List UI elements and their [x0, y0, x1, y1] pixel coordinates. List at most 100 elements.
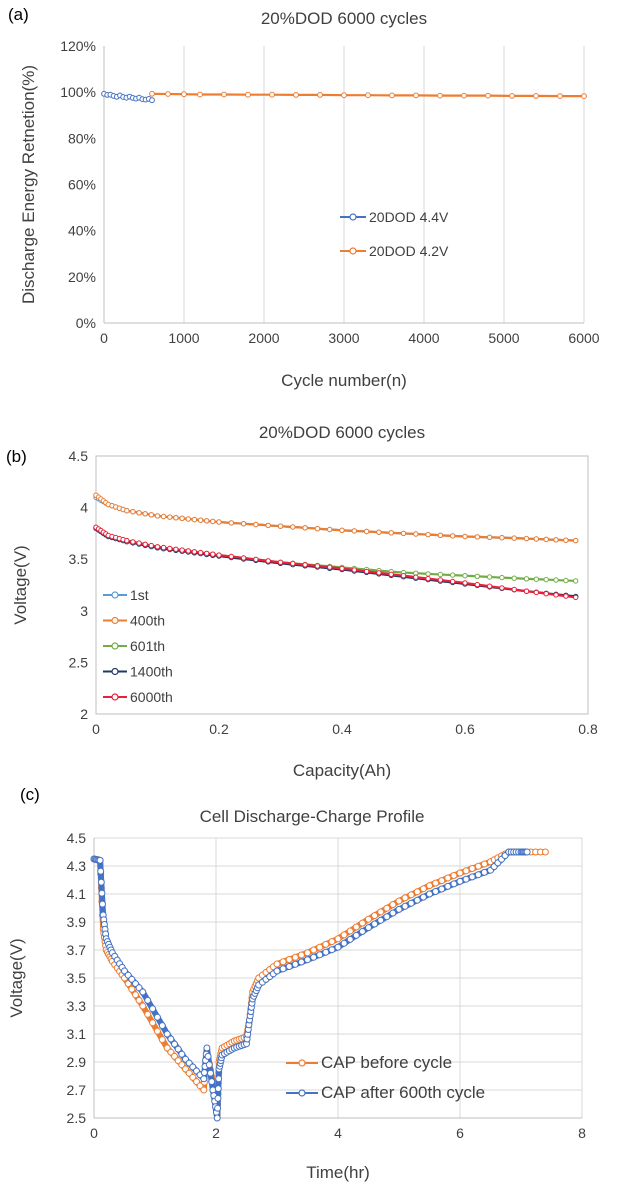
data-point	[149, 97, 155, 104]
data-point	[154, 513, 161, 519]
x-axis-label: Capacity(Ah)	[293, 761, 391, 780]
data-point	[352, 923, 360, 931]
data-point	[317, 92, 323, 98]
data-point	[204, 550, 210, 557]
legend-label: 20DOD 4.4V	[369, 209, 449, 225]
data-point	[413, 888, 421, 896]
data-point	[215, 1075, 223, 1083]
legend-label: 6000th	[130, 689, 173, 705]
data-point	[563, 593, 569, 599]
data-point	[358, 928, 366, 935]
data-point	[563, 577, 569, 584]
data-point	[419, 885, 427, 893]
data-point	[553, 537, 559, 543]
chart-panel-2: (b) 20%DOD 6000 cycles 0 0.2 0.4 0.6 0.8 2 2.5 3 3…	[6, 423, 598, 780]
data-point	[450, 578, 456, 585]
legend-swatch-marker	[111, 591, 119, 599]
data-point	[154, 544, 161, 550]
data-point	[485, 92, 491, 99]
data-point	[523, 576, 530, 582]
x-tick-label: 0.6	[455, 721, 475, 737]
data-point	[533, 93, 539, 99]
data-point	[269, 91, 275, 98]
data-point	[124, 537, 130, 544]
y-tick-label: 60%	[68, 177, 96, 193]
legend-label: 20DOD 4.2V	[369, 243, 449, 259]
data-point	[149, 1019, 157, 1027]
data-point	[210, 551, 216, 557]
data-point	[285, 956, 293, 963]
x-tick-label: 0.8	[578, 721, 598, 737]
data-point	[438, 885, 446, 893]
data-point	[293, 92, 299, 98]
legend-label: 601th	[130, 638, 165, 654]
data-point	[376, 529, 382, 535]
data-point	[351, 567, 357, 573]
data-point	[213, 1114, 221, 1122]
data-point	[158, 1036, 166, 1044]
panel-label: (a)	[8, 5, 29, 24]
data-point	[228, 553, 235, 560]
data-point	[341, 92, 347, 99]
data-point	[310, 946, 318, 954]
data-point	[450, 533, 456, 539]
x-tick-label: 0	[100, 330, 108, 346]
data-point	[377, 916, 385, 924]
y-axis-label: Discharge Energy Retnetion(%)	[19, 65, 38, 304]
data-point	[444, 882, 452, 890]
legend-label: CAP before cycle	[321, 1053, 452, 1072]
data-point	[136, 510, 142, 516]
axis-ticks: 0 0.2 0.4 0.6 0.8 2 2.5 3 3.5 4 4.5	[69, 448, 598, 737]
legend-swatch-marker	[298, 1059, 306, 1067]
data-point	[444, 874, 452, 882]
data-point	[462, 573, 468, 579]
data-point	[149, 1005, 157, 1013]
y-tick-label: 3	[80, 603, 88, 619]
data-point	[327, 526, 333, 533]
data-point	[340, 939, 348, 947]
data-point	[153, 1013, 161, 1021]
data-point	[376, 570, 382, 576]
data-point	[371, 920, 379, 928]
data-point	[200, 1075, 208, 1083]
legend-swatch-marker	[298, 1089, 306, 1097]
data-point	[139, 988, 147, 996]
data-point	[322, 940, 330, 948]
data-point	[450, 872, 458, 879]
x-tick-label: 0	[90, 1125, 98, 1141]
data-point	[486, 534, 493, 540]
data-point	[240, 555, 247, 561]
data-point	[197, 549, 204, 556]
data-point	[426, 882, 433, 890]
data-point	[480, 868, 488, 876]
data-point	[474, 871, 482, 879]
data-point	[144, 996, 152, 1004]
data-point	[132, 991, 139, 999]
data-point	[573, 537, 579, 544]
data-point	[462, 533, 468, 540]
y-axis-label: Voltage(V)	[7, 938, 26, 1017]
data-point	[395, 905, 403, 913]
y-tick-label: 3.5	[69, 551, 89, 567]
data-point	[523, 588, 530, 594]
data-point	[413, 92, 419, 99]
data-point	[523, 535, 530, 542]
legend-label: 400th	[130, 613, 165, 629]
data-point	[144, 1010, 152, 1018]
data-point	[419, 893, 427, 901]
data-point	[297, 958, 305, 966]
data-point	[401, 902, 409, 910]
data-point	[197, 91, 203, 98]
axis-ticks: 0 1000 2000 3000 4000 5000 6000 0% 20% 40% 60% 80% 1…	[60, 38, 600, 346]
data-point	[214, 1104, 222, 1112]
data-point	[511, 535, 517, 541]
x-tick-label: 4000	[408, 330, 439, 346]
data-point	[279, 965, 287, 973]
data-point	[486, 583, 493, 589]
y-tick-label: 40%	[68, 223, 96, 239]
data-point	[214, 1085, 222, 1093]
data-point	[413, 896, 421, 904]
y-tick-label: 4	[80, 500, 88, 516]
data-point	[99, 900, 106, 908]
data-point	[468, 865, 476, 872]
